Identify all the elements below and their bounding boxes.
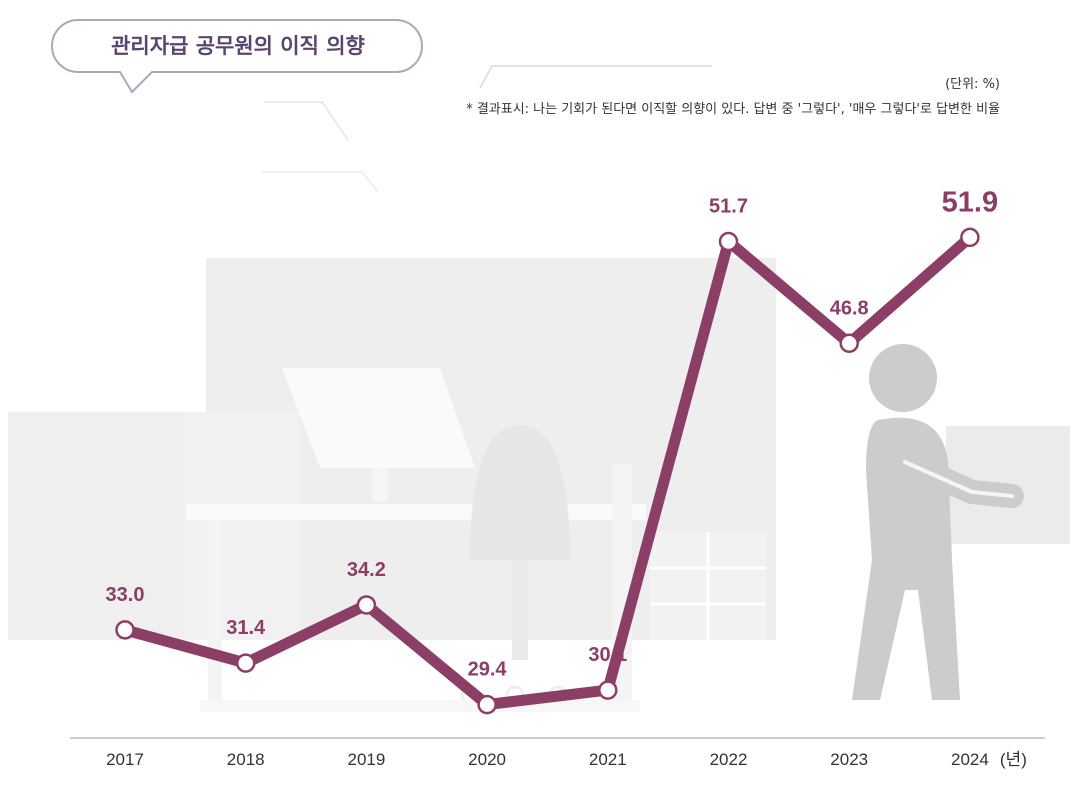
data-point-2017: [115, 620, 135, 640]
title-bubble-shape: [51, 19, 423, 94]
x-axis-labels: 2017 2018 2019 2020 2021 2022 2023 2024 (년): [106, 750, 1027, 769]
data-label-2018: 31.4: [226, 617, 266, 639]
person-head-icon: [869, 344, 937, 412]
x-tick-label-2022: 2022: [710, 750, 748, 769]
unit-note: (단위: %): [945, 77, 1000, 92]
data-point-2024: [960, 227, 980, 248]
desk-leg-left: [208, 520, 222, 710]
x-axis-unit: (년): [1000, 750, 1027, 769]
person-body-icon: [852, 417, 960, 700]
background-illustration: [8, 65, 1070, 712]
data-point-2022: [718, 231, 739, 252]
data-point-2023: [839, 333, 859, 354]
bookshelf-unit: [184, 412, 300, 640]
series-line: [119, 231, 976, 711]
decor-line: [262, 171, 379, 193]
data-label-2024: 51.9: [942, 186, 998, 218]
monitor-stand: [372, 468, 388, 502]
data-point-2018: [235, 653, 256, 673]
floor-strip: [200, 700, 640, 712]
x-tick-label-2017: 2017: [106, 750, 144, 769]
chart-title: 관리자급 공무원의 이직 의향: [111, 34, 365, 58]
x-tick-label-2019: 2019: [347, 750, 385, 769]
desk-top: [186, 504, 646, 520]
data-label-2020: 29.4: [468, 659, 508, 681]
data-points: [115, 227, 980, 715]
data-label-2017: 33.0: [106, 584, 145, 606]
data-point-2021: [598, 680, 618, 700]
chair-post: [512, 560, 528, 660]
person-arm-icon: [903, 460, 1014, 498]
office-chair-icon: [470, 425, 570, 560]
monitor-icon: [282, 368, 475, 468]
data-point-2020: [477, 694, 497, 715]
x-tick-label-2023: 2023: [830, 750, 868, 769]
data-label-2023: 46.8: [830, 297, 869, 319]
data-label-2022: 51.7: [709, 196, 748, 218]
decor-line: [479, 65, 712, 89]
title-bubble: 관리자급 공무원의 이직 의향: [51, 19, 423, 94]
footnote: * 결과표시: 나는 기회가 된다면 이직할 의향이 있다. 답변 중 '그렇다…: [466, 102, 1000, 117]
data-point-2019: [356, 595, 377, 615]
data-label-2019: 34.2: [347, 559, 386, 581]
x-tick-label-2021: 2021: [589, 750, 627, 769]
x-tick-label-2024: 2024: [951, 750, 989, 769]
wall-panel-left: [8, 412, 184, 640]
x-tick-label-2018: 2018: [227, 750, 265, 769]
data-labels: 33.0 31.4 34.2 29.4 30.1 51.7 46.8 51.9: [106, 186, 999, 680]
data-label-2021: 30.1: [588, 644, 627, 666]
decor-line: [264, 101, 349, 141]
x-tick-label-2020: 2020: [468, 750, 506, 769]
